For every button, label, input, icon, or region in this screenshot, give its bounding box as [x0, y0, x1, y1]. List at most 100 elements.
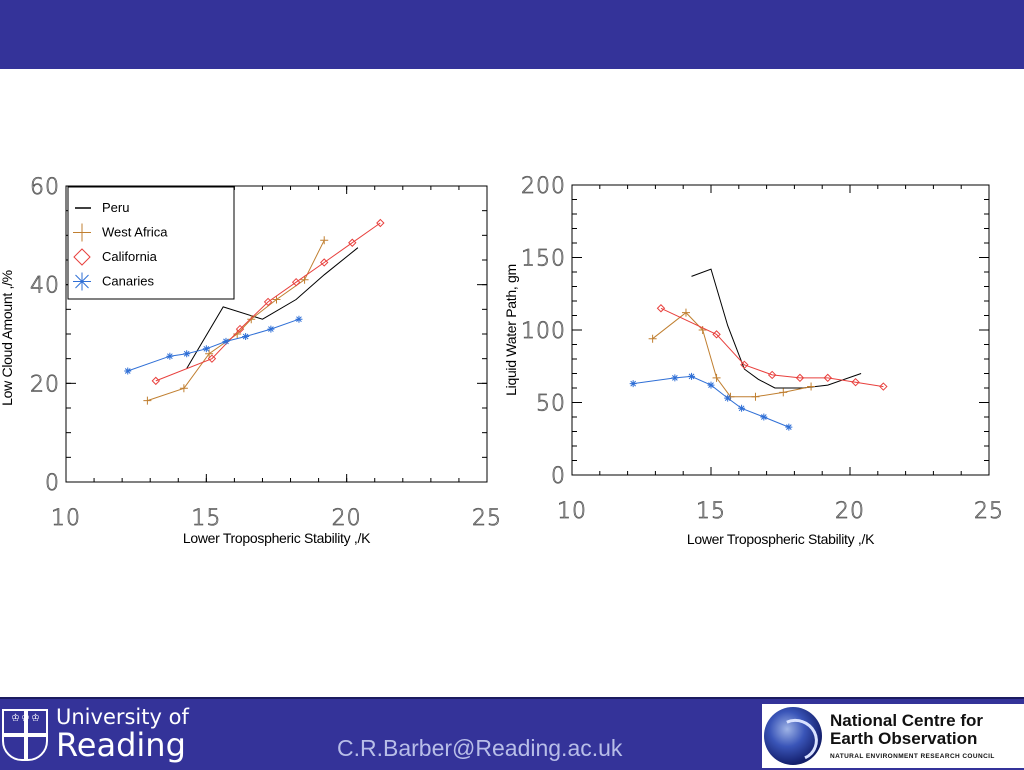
left-chart-y-tick-label: 40: [30, 274, 60, 299]
right-chart-point-west-africa: [648, 334, 657, 343]
right-chart-point-west-africa: [779, 388, 788, 397]
left-chart-series-canaries: [124, 315, 303, 375]
right-chart-y-tick-label: 0: [551, 464, 566, 489]
left-chart-point-california: [376, 218, 385, 228]
left-chart-point-west-africa: [272, 295, 281, 304]
university-name-line1: University of: [56, 705, 189, 729]
left-chart-point-canaries: [267, 325, 275, 333]
right-chart-plot-frame: [571, 184, 990, 476]
right-chart-point-california: [656, 304, 666, 313]
left-chart-y-tick-label: 60: [30, 175, 60, 200]
right-chart-x-tick-label: 25: [974, 499, 1004, 524]
chart-liquid-water-path: 10 15 20 25 0 50 100 150 200 Lower Tropospheric S…: [505, 174, 1004, 547]
university-logo[interactable]: ♔♔♔ University of Reading: [2, 705, 202, 767]
right-chart-line-west-africa: [652, 311, 812, 398]
left-chart-point-canaries: [124, 367, 132, 375]
left-chart-point-west-africa: [205, 349, 214, 358]
left-chart-line-peru: [186, 247, 359, 369]
right-chart-series-canaries: [629, 372, 793, 431]
left-chart-line-california: [155, 222, 381, 382]
left-chart-point-california: [320, 258, 329, 267]
chart-low-cloud-amount: 10 15 20 25 0 20 40 60 Lower Tropospheric Stabil…: [0, 175, 502, 546]
left-chart-point-canaries: [242, 332, 250, 340]
nceo-name-line2: Earth Observation: [830, 729, 978, 748]
left-chart-point-west-africa: [247, 315, 256, 324]
left-chart-legend-label-peru: Peru: [102, 200, 129, 215]
left-chart-legend-label-canaries: Canaries: [102, 274, 155, 289]
right-chart-y-tick-label: 100: [521, 319, 566, 344]
left-chart-legend-swatch-west-africa: [73, 223, 91, 242]
left-chart-point-canaries: [202, 345, 210, 353]
right-chart-y-tick-label: 50: [536, 392, 566, 417]
right-chart-point-canaries: [724, 394, 732, 402]
left-chart-y-axis-title: Low Cloud Amount ,/%: [0, 270, 15, 406]
right-chart-point-california: [823, 373, 832, 383]
left-chart-point-california: [263, 297, 273, 307]
left-chart-x-tick-label: 10: [51, 506, 81, 531]
left-chart-series-peru: [186, 247, 359, 369]
left-chart-point-canaries: [166, 352, 174, 360]
left-chart-series-california: [151, 218, 385, 386]
right-chart-point-west-africa: [807, 382, 816, 391]
right-chart-y-axis-title: Liquid Water Path, gm: [505, 264, 519, 396]
right-chart-series-california: [656, 304, 888, 391]
right-chart-point-canaries: [671, 374, 679, 382]
right-chart-point-west-africa: [712, 373, 721, 382]
right-chart-point-canaries: [629, 380, 637, 388]
left-chart-point-california: [235, 324, 245, 334]
left-chart-y-tick-label: 0: [45, 471, 60, 496]
right-chart-x-axis-title: Lower Tropospheric Stability ,/K: [687, 531, 875, 547]
left-chart-point-west-africa: [143, 396, 152, 405]
left-chart-point-canaries: [295, 315, 303, 323]
right-chart-point-canaries: [785, 423, 793, 431]
right-chart-line-california: [660, 307, 884, 388]
left-chart-point-california: [291, 277, 301, 287]
right-chart-series-peru: [691, 268, 862, 389]
right-chart-point-california: [851, 377, 860, 387]
right-chart-x-tick-label: 20: [835, 499, 865, 524]
left-chart-legend-label-california: California: [102, 249, 158, 264]
right-chart-point-canaries: [688, 372, 696, 380]
right-chart-y-tick-label: 150: [521, 247, 566, 272]
left-chart-legend-box: [67, 186, 235, 300]
right-chart-x-tick-label: 15: [696, 499, 726, 524]
right-chart-line-peru: [691, 268, 862, 389]
right-chart-series-west-africa: [648, 308, 816, 401]
left-chart-point-west-africa: [320, 236, 329, 245]
right-chart-point-california: [795, 373, 805, 383]
right-chart-point-west-africa: [681, 308, 690, 317]
nceo-logo[interactable]: National Centre for Earth Observation NA…: [762, 704, 1024, 768]
left-chart-x-tick-label: 15: [191, 506, 221, 531]
contact-email[interactable]: C.R.Barber@Reading.ac.uk: [337, 735, 623, 761]
left-chart-point-california: [207, 354, 217, 363]
left-chart-y-tick-label: 20: [30, 372, 60, 397]
right-chart-point-california: [740, 360, 749, 370]
right-chart-point-california: [879, 382, 888, 391]
left-chart-point-california: [151, 376, 161, 386]
nceo-council-line: NATURAL ENVIRONMENT RESEARCH COUNCIL: [830, 753, 995, 760]
right-chart-y-tick-label: 200: [521, 174, 566, 199]
nceo-name-line1: National Centre for: [830, 711, 984, 730]
left-chart-point-west-africa: [300, 275, 309, 284]
left-chart-x-tick-label: 25: [472, 506, 502, 531]
left-chart-point-west-africa: [179, 384, 188, 393]
footer-bar: ♔♔♔ University of Reading C.R.Barber@Rea…: [0, 697, 1024, 770]
nceo-globe-icon: [764, 707, 824, 768]
right-chart-x-tick-label: 10: [557, 499, 587, 524]
right-chart-point-california: [712, 330, 721, 339]
left-chart-legend: Peru West Africa California Canaries: [67, 186, 235, 300]
left-chart-point-canaries: [183, 350, 191, 358]
right-chart-point-california: [767, 370, 777, 380]
left-chart-legend-swatch-canaries: [73, 272, 91, 291]
left-chart-point-california: [348, 238, 357, 247]
university-shield-icon: ♔♔♔: [2, 709, 48, 761]
right-chart-point-canaries: [707, 381, 715, 389]
left-chart-line-west-africa: [147, 240, 325, 402]
left-chart-x-tick-label: 20: [332, 506, 362, 531]
left-chart-legend-swatch-california: [73, 248, 91, 266]
university-name-line2: Reading: [56, 726, 186, 764]
top-banner: [0, 0, 1024, 69]
right-chart-point-canaries: [738, 404, 746, 412]
left-chart-legend-label-west-africa: West Africa: [102, 225, 168, 240]
left-chart-point-canaries: [222, 337, 230, 345]
